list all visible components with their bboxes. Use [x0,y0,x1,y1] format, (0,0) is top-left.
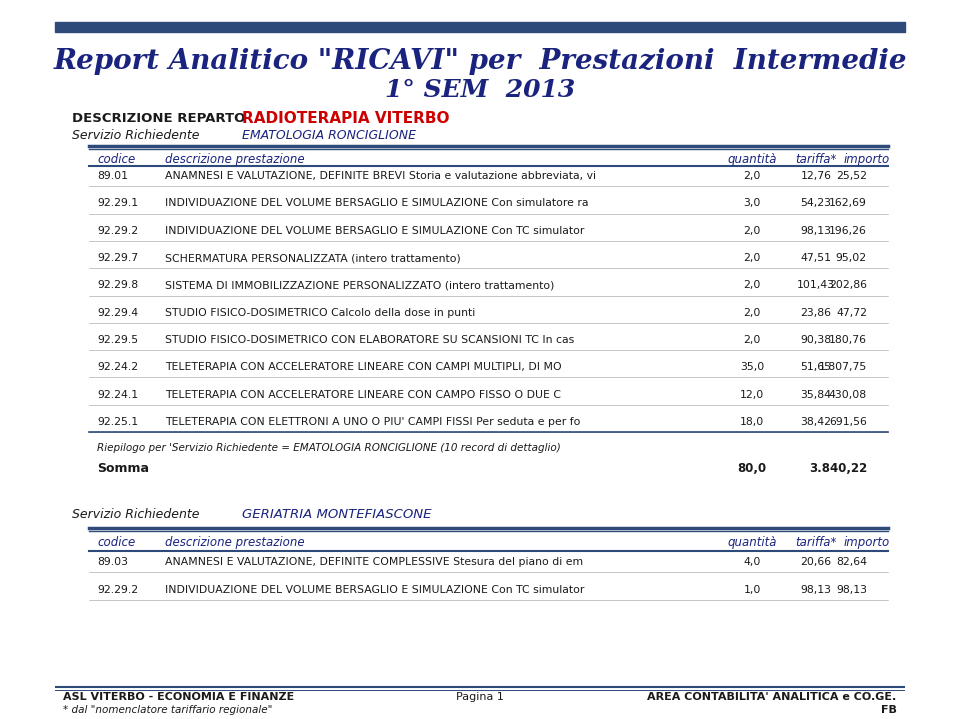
Text: 90,38: 90,38 [801,335,831,345]
Text: 92.24.1: 92.24.1 [97,390,138,400]
Text: 54,23: 54,23 [801,198,831,209]
Text: 23,86: 23,86 [801,308,831,318]
Text: 4,0: 4,0 [743,557,761,567]
Text: 20,66: 20,66 [801,557,831,567]
Text: 35,0: 35,0 [740,362,764,372]
Text: SCHERMATURA PERSONALIZZATA (intero trattamento): SCHERMATURA PERSONALIZZATA (intero tratt… [165,253,461,263]
Text: TELETERAPIA CON ACCELERATORE LINEARE CON CAMPI MULTIPLI, DI MO: TELETERAPIA CON ACCELERATORE LINEARE CON… [165,362,562,372]
Text: codice: codice [97,536,135,549]
Text: STUDIO FISICO-DOSIMETRICO Calcolo della dose in punti: STUDIO FISICO-DOSIMETRICO Calcolo della … [165,308,475,318]
Text: STUDIO FISICO-DOSIMETRICO CON ELABORATORE SU SCANSIONI TC In cas: STUDIO FISICO-DOSIMETRICO CON ELABORATOR… [165,335,575,345]
Text: codice: codice [97,153,135,166]
Text: 92.29.2: 92.29.2 [97,585,138,595]
Text: 2,0: 2,0 [743,226,761,236]
Text: 89.03: 89.03 [97,557,129,567]
Text: 89.01: 89.01 [97,171,129,181]
Text: descrizione prestazione: descrizione prestazione [165,153,305,166]
Text: 2,0: 2,0 [743,335,761,345]
Text: 202,86: 202,86 [829,280,867,290]
Text: 98,13: 98,13 [836,585,867,595]
Text: INDIVIDUAZIONE DEL VOLUME BERSAGLIO E SIMULAZIONE Con TC simulator: INDIVIDUAZIONE DEL VOLUME BERSAGLIO E SI… [165,585,585,595]
Text: ASL VITERBO - ECONOMIA E FINANZE: ASL VITERBO - ECONOMIA E FINANZE [63,692,295,702]
Text: 80,0: 80,0 [737,462,767,475]
Text: * dal "nomenclatore tariffario regionale": * dal "nomenclatore tariffario regionale… [63,705,273,715]
Text: 92.24.2: 92.24.2 [97,362,138,372]
Text: 92.29.5: 92.29.5 [97,335,138,345]
Text: tariffa*: tariffa* [795,153,836,166]
Text: 98,13: 98,13 [801,585,831,595]
Text: 691,56: 691,56 [829,417,867,427]
Text: Pagina 1: Pagina 1 [456,692,504,702]
Text: 1° SEM  2013: 1° SEM 2013 [385,78,575,102]
Text: 2,0: 2,0 [743,171,761,181]
Text: 51,65: 51,65 [801,362,831,372]
Text: Servizio Richiedente: Servizio Richiedente [72,129,200,142]
Text: importo: importo [844,536,890,549]
Text: 92.25.1: 92.25.1 [97,417,138,427]
Text: 2,0: 2,0 [743,280,761,290]
Text: 3.840,22: 3.840,22 [808,462,867,475]
Text: 196,26: 196,26 [829,226,867,236]
Text: 12,76: 12,76 [801,171,831,181]
Text: descrizione prestazione: descrizione prestazione [165,536,305,549]
Text: 95,02: 95,02 [836,253,867,263]
Text: importo: importo [844,153,890,166]
Text: 12,0: 12,0 [740,390,764,400]
Text: SISTEMA DI IMMOBILIZZAZIONE PERSONALIZZATO (intero trattamento): SISTEMA DI IMMOBILIZZAZIONE PERSONALIZZA… [165,280,555,290]
Text: INDIVIDUAZIONE DEL VOLUME BERSAGLIO E SIMULAZIONE Con TC simulator: INDIVIDUAZIONE DEL VOLUME BERSAGLIO E SI… [165,226,585,236]
Text: 430,08: 430,08 [828,390,867,400]
Text: tariffa*: tariffa* [795,536,836,549]
Text: 92.29.8: 92.29.8 [97,280,138,290]
Text: 1.807,75: 1.807,75 [819,362,867,372]
Text: 92.29.4: 92.29.4 [97,308,138,318]
Text: 2,0: 2,0 [743,253,761,263]
Text: 101,43: 101,43 [797,280,835,290]
Text: quantità: quantità [728,536,777,549]
Text: 38,42: 38,42 [801,417,831,427]
Text: 18,0: 18,0 [740,417,764,427]
Text: ANAMNESI E VALUTAZIONE, DEFINITE BREVI Storia e valutazione abbreviata, vi: ANAMNESI E VALUTAZIONE, DEFINITE BREVI S… [165,171,596,181]
Text: FB: FB [881,705,897,715]
Text: ANAMNESI E VALUTAZIONE, DEFINITE COMPLESSIVE Stesura del piano di em: ANAMNESI E VALUTAZIONE, DEFINITE COMPLES… [165,557,584,567]
Text: Riepilogo per 'Servizio Richiedente = EMATOLOGIA RONCIGLIONE (10 record di detta: Riepilogo per 'Servizio Richiedente = EM… [97,443,561,453]
Text: 180,76: 180,76 [829,335,867,345]
Text: 92.29.1: 92.29.1 [97,198,138,209]
Text: Report Analitico "RICAVI" per  Prestazioni  Intermedie: Report Analitico "RICAVI" per Prestazion… [53,47,907,75]
Text: Somma: Somma [97,462,149,475]
Text: TELETERAPIA CON ACCELERATORE LINEARE CON CAMPO FISSO O DUE C: TELETERAPIA CON ACCELERATORE LINEARE CON… [165,390,562,400]
Text: quantità: quantità [728,153,777,166]
Text: TELETERAPIA CON ELETTRONI A UNO O PIU' CAMPI FISSI Per seduta e per fo: TELETERAPIA CON ELETTRONI A UNO O PIU' C… [165,417,581,427]
Text: 98,13: 98,13 [801,226,831,236]
Text: 25,52: 25,52 [836,171,867,181]
Text: 47,72: 47,72 [836,308,867,318]
Text: 92.29.7: 92.29.7 [97,253,138,263]
Text: EMATOLOGIA RONCIGLIONE: EMATOLOGIA RONCIGLIONE [242,129,416,142]
Text: 35,84: 35,84 [801,390,831,400]
Text: 92.29.2: 92.29.2 [97,226,138,236]
Text: 82,64: 82,64 [836,557,867,567]
Text: Servizio Richiedente: Servizio Richiedente [72,508,200,521]
Text: 1,0: 1,0 [743,585,761,595]
Text: INDIVIDUAZIONE DEL VOLUME BERSAGLIO E SIMULAZIONE Con simulatore ra: INDIVIDUAZIONE DEL VOLUME BERSAGLIO E SI… [165,198,588,209]
Text: 3,0: 3,0 [743,198,761,209]
Text: 2,0: 2,0 [743,308,761,318]
Text: 47,51: 47,51 [801,253,831,263]
Text: GERIATRIA MONTEFIASCONE: GERIATRIA MONTEFIASCONE [242,508,431,521]
Text: AREA CONTABILITA' ANALITICA e CO.GE.: AREA CONTABILITA' ANALITICA e CO.GE. [647,692,897,702]
Text: RADIOTERAPIA VITERBO: RADIOTERAPIA VITERBO [242,111,449,126]
Text: 162,69: 162,69 [829,198,867,209]
Text: DESCRIZIONE REPARTO: DESCRIZIONE REPARTO [72,112,245,125]
